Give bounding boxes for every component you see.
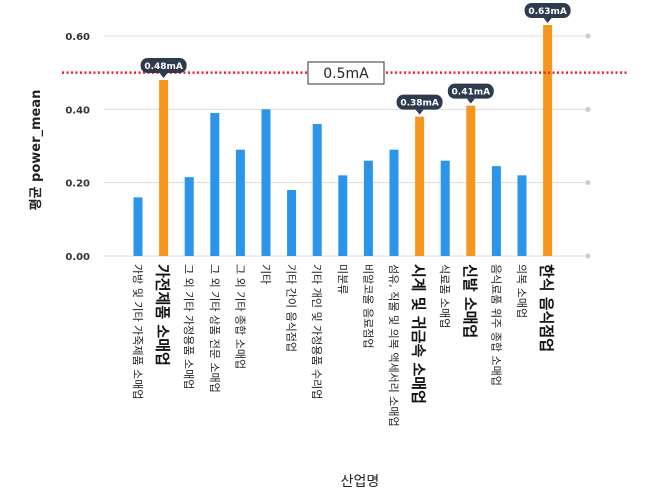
- x-tick-label: 가전제품 소매업: [154, 264, 172, 366]
- gridline-end-dot: [585, 253, 591, 259]
- bar: [466, 105, 476, 257]
- threshold-label-box: [307, 61, 385, 85]
- callout-badge: [396, 94, 443, 110]
- callout-pointer: [415, 109, 424, 115]
- callout-pointer: [543, 18, 552, 23]
- x-tick-label: 그 외 기타 상품 전문 소매업: [208, 264, 221, 393]
- callout-pointer: [466, 98, 475, 104]
- x-tick-label: 기타 개인 및 가정용품 수리업: [310, 264, 323, 399]
- bar: [491, 166, 501, 256]
- bar: [159, 80, 169, 256]
- bars: [133, 25, 553, 257]
- bar: [415, 116, 425, 257]
- callout-badge: [140, 58, 187, 73]
- callout-label: 0.38mA: [400, 99, 439, 109]
- x-tick-label: 신발 소매업: [461, 264, 479, 338]
- callout-pointer: [159, 73, 168, 78]
- x-tick-label: 한식 음식점업: [538, 264, 556, 352]
- x-tick-label: 그 외 기타 종합 소매업: [233, 264, 246, 369]
- callout-badge: [524, 3, 571, 18]
- x-tick-label: 음식료품 위주 종합 소매업: [489, 264, 502, 386]
- x-tick-label: 섬유, 직물 및 의복 액세서리 소매업: [387, 264, 400, 427]
- callouts: 0.48mA 0.38mA 0.41mA 0.63mA: [140, 3, 571, 115]
- y-axis-ticks: 0.00 0.20 0.40 0.60: [65, 32, 90, 263]
- bar: [210, 113, 220, 256]
- x-tick-label: 시계 및 귀금속 소매업: [410, 264, 428, 404]
- threshold: 0.5mA: [62, 61, 628, 85]
- x-tick-label: 의복 소매업: [515, 264, 528, 318]
- y-axis-label: 평균 power_mean: [28, 90, 44, 211]
- bar: [543, 25, 553, 256]
- bar: [363, 160, 373, 256]
- gridline-end-dot: [585, 33, 591, 39]
- gridline-end-dot: [585, 106, 591, 112]
- bar: [338, 175, 348, 256]
- x-axis-category-labels: 가방 및 기타 가죽제품 소매업 가전제품 소매업 그 외 기타 가정용품 소매업 그…: [131, 264, 556, 427]
- y-tick-label: 0.60: [65, 32, 90, 43]
- callout-label: 0.48mA: [144, 62, 183, 72]
- x-axis-label: 산업명: [341, 474, 380, 490]
- bar: [440, 160, 450, 256]
- x-tick-label: 비알코올 음료점업: [361, 264, 375, 348]
- x-tick-label: 식료품 소매업: [438, 264, 451, 328]
- bar: [133, 197, 143, 256]
- threshold-label: 0.5mA: [323, 66, 369, 82]
- bar: [287, 190, 297, 256]
- y-tick-label: 0.40: [65, 105, 90, 116]
- x-tick-label: 그 외 기타 가정용품 소매업: [182, 264, 195, 389]
- bar: [517, 175, 527, 256]
- gridline-end-dot: [585, 180, 591, 186]
- y-tick-label: 0.00: [65, 252, 90, 263]
- bar: [261, 109, 271, 256]
- y-tick-label: 0.20: [65, 179, 90, 190]
- x-tick-label: 가방 및 기타 가죽제품 소매업: [131, 264, 144, 399]
- x-tick-label: 기타 간이 음식점업: [285, 264, 298, 352]
- bar: [389, 149, 399, 256]
- callout-label: 0.63mA: [528, 7, 567, 17]
- callout-badge: [447, 83, 494, 99]
- bar: [184, 177, 194, 256]
- x-tick-label: 미분류: [336, 264, 349, 294]
- x-tick-label: 기타: [259, 264, 272, 284]
- callout-label: 0.41mA: [452, 88, 491, 98]
- bar: [235, 149, 245, 256]
- bar: [312, 124, 322, 256]
